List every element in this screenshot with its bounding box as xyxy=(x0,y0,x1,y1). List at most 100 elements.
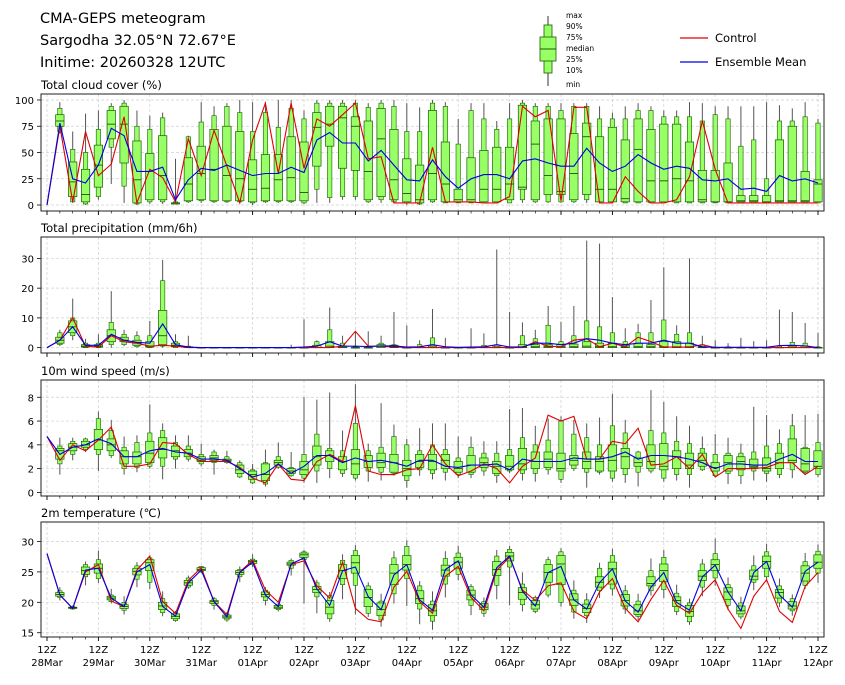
ensemble-box xyxy=(684,425,695,488)
box-p25-p75 xyxy=(80,168,91,203)
box-p25-p75 xyxy=(556,118,566,195)
ensemble-box xyxy=(158,112,168,204)
ensemble-mean-line xyxy=(46,322,819,349)
ensemble-box xyxy=(787,311,797,349)
x-tick-date-label: 11Apr xyxy=(752,658,783,669)
ensemble-box xyxy=(93,411,103,472)
ensemble-box xyxy=(312,399,322,483)
ensemble-box xyxy=(299,319,309,349)
ensemble-box xyxy=(427,423,438,480)
x-tick-date-label: 04Apr xyxy=(392,658,423,669)
ensemble-box xyxy=(132,331,142,348)
x-tick-date-label: 01Apr xyxy=(238,658,269,669)
box-p25-p75 xyxy=(646,576,656,587)
box-p25-p75 xyxy=(350,449,360,475)
ensemble-box xyxy=(736,337,746,349)
ensemble-box xyxy=(723,577,733,611)
x-tick-hour-label: 12Z xyxy=(294,645,314,656)
box-legend-p10: 10% xyxy=(566,66,583,75)
box-p25-p75 xyxy=(762,195,772,203)
ensemble-box xyxy=(517,99,527,203)
box-p25-p75 xyxy=(710,170,720,203)
box-p10-p90 xyxy=(327,102,333,198)
x-tick-date-label: 06Apr xyxy=(495,658,526,669)
ensemble-box xyxy=(620,106,630,204)
box-p25-p75 xyxy=(440,454,450,469)
y-tick-label: 8 xyxy=(28,393,34,404)
box-p10-p90 xyxy=(468,110,474,204)
box-p10-p90 xyxy=(545,325,551,348)
x-tick-date-label: 10Apr xyxy=(700,658,731,669)
ensemble-box xyxy=(338,430,348,477)
x-tick-date-label: 05Apr xyxy=(443,658,474,669)
box-p25-p75 xyxy=(697,570,707,581)
x-tick-date-label: 08Apr xyxy=(597,658,628,669)
ensemble-box xyxy=(774,429,784,479)
ensemble-box xyxy=(132,562,142,588)
ensemble-box xyxy=(158,423,168,480)
ensemble-box xyxy=(569,419,579,472)
y-tick-label: 6 xyxy=(28,417,34,428)
box-p25-p75 xyxy=(633,604,643,615)
ensemble-box xyxy=(594,106,605,203)
box-p25-p75 xyxy=(813,554,823,569)
ensemble-box xyxy=(55,329,65,347)
box-p25-p75 xyxy=(158,310,168,346)
ensemble-box xyxy=(248,463,258,485)
box-p10-p90 xyxy=(712,114,718,204)
y-tick-label: 75 xyxy=(21,122,34,133)
ensemble-box xyxy=(402,103,412,206)
ensemble-box xyxy=(492,441,502,483)
ensemble-box xyxy=(350,384,360,481)
title-initime: Initime: 20260328 12UTC xyxy=(40,55,225,71)
ensemble-box xyxy=(389,99,399,203)
box-p25-p75 xyxy=(659,123,669,203)
y-tick-label: 15 xyxy=(21,629,34,640)
box-p25-p75 xyxy=(672,123,682,203)
ensemble-box xyxy=(350,545,360,615)
box-p25-p75 xyxy=(260,154,270,202)
box-p10-p90 xyxy=(455,143,461,204)
ensemble-box xyxy=(723,437,733,485)
box-p25-p75 xyxy=(607,561,617,585)
box-legend-p25: 25% xyxy=(566,55,583,64)
x-tick-hour-label: 12Z xyxy=(448,645,468,656)
box-p25-p75 xyxy=(543,451,553,468)
ensemble-box xyxy=(505,311,515,349)
ensemble-box xyxy=(684,258,695,348)
precipitation-title: Total precipitation (mm/6h) xyxy=(40,221,197,235)
ensemble-box xyxy=(260,102,270,203)
title-location: Sargodha 32.05°N 72.67°E xyxy=(40,33,236,49)
ensemble-box xyxy=(453,118,463,204)
box-p25-p75 xyxy=(466,455,476,473)
ensemble-box xyxy=(800,553,810,589)
box-p25-p75 xyxy=(582,341,592,348)
box-p25-p75 xyxy=(145,341,155,348)
ensemble-box xyxy=(505,545,515,606)
ensemble-box xyxy=(106,103,116,185)
y-tick-label: 50 xyxy=(21,149,34,160)
ensemble-box xyxy=(556,416,566,483)
y-tick-label: 0 xyxy=(28,488,34,499)
box-legend: max 90% 75% median 25% 10% min xyxy=(539,11,594,89)
ensemble-box xyxy=(93,110,103,200)
box-p25-p75 xyxy=(813,179,823,203)
ensemble-box xyxy=(620,419,630,483)
box-p25-p75 xyxy=(402,459,412,477)
y-tick-label: 25 xyxy=(21,568,34,579)
ensemble-box xyxy=(492,249,502,349)
ensemble-mean-line xyxy=(46,436,818,478)
ensemble-box xyxy=(659,110,669,204)
ensemble-box xyxy=(543,418,553,475)
ensemble-box xyxy=(607,112,617,203)
ensemble-box xyxy=(376,99,386,203)
ensemble-box xyxy=(787,594,797,616)
ensemble-box xyxy=(607,297,617,348)
cloud-cover-title: Total cloud cover (%) xyxy=(40,78,162,92)
ensemble-box xyxy=(145,115,155,204)
box-legend-p90: 90% xyxy=(566,22,583,31)
ensemble-box xyxy=(183,435,193,462)
ensemble-box xyxy=(363,443,373,482)
legend-mean-label: Ensemble Mean xyxy=(715,55,806,69)
